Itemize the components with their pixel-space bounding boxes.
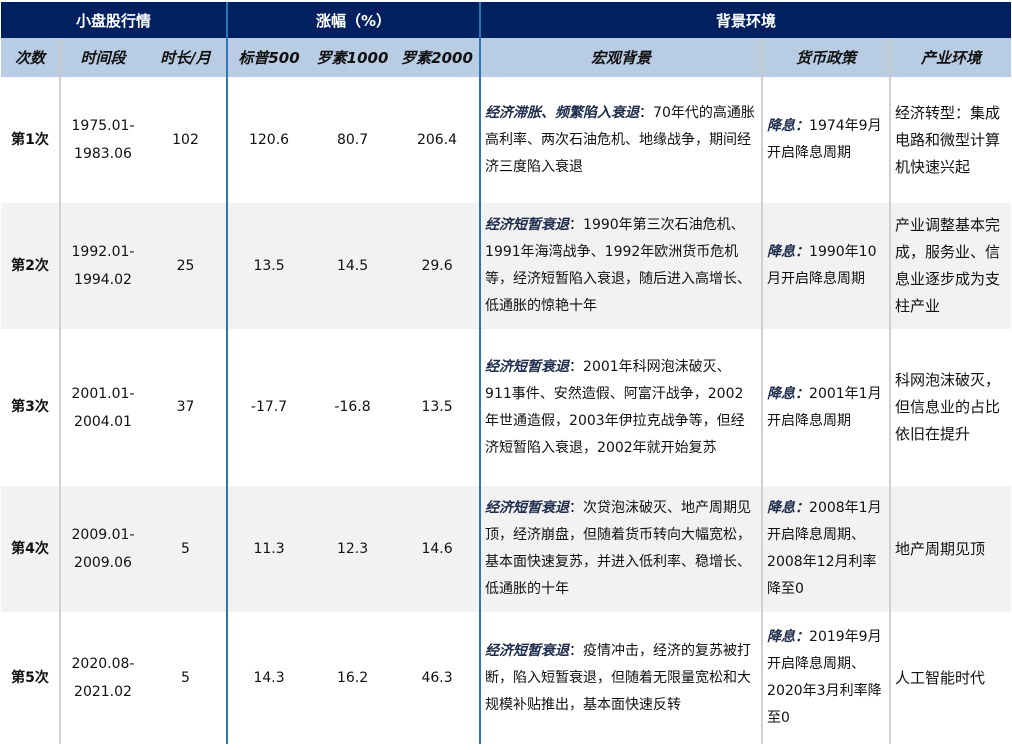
monetary-policy: 降息：1990年10月开启降息周期: [762, 203, 892, 329]
col-header: 罗素1000: [310, 38, 396, 77]
period: 2001.01- 2004.01: [71, 385, 135, 430]
col-header: 货币政策: [762, 38, 892, 77]
monetary-policy: 降息：1974年9月开启降息周期: [762, 77, 892, 203]
macro-text: ：疫情冲击，经济的复苏被打断，陷入短暂衰退，但随着无限量宽松和大规模补贴推出，基…: [485, 642, 752, 713]
duration-months: 25: [145, 203, 228, 329]
russell2000-gain: 13.5: [421, 399, 453, 415]
period: 1992.01- 1994.02: [60, 203, 145, 329]
duration-months: 37: [176, 399, 195, 415]
table-row: 第5次 2020.08- 2021.02 5 14.3 16.2 46.3 经济…: [1, 612, 1011, 744]
macro-text: ：1990年第三次石油危机、1991年海湾战争、1992年欧洲货币危机等，经济短…: [485, 217, 752, 314]
sp500-gain: -17.7: [226, 329, 311, 486]
policy-text: 1990年10月开启降息周期: [767, 244, 877, 287]
table-row: 第4次 2009.01- 2009.06 5 11.3 12.3 14.6 经济…: [1, 486, 1012, 612]
monetary-policy: 降息：2019年9月开启降息周期、2020年3月利率降至0: [762, 612, 892, 744]
macro-background: 经济短暂衰退：2001年科网泡沫破灭、911事件、安然造假、阿富汗战争，2002…: [479, 329, 764, 486]
macro-tag: 经济短暂衰退: [485, 358, 570, 375]
macro-tag: 经济短暂衰退: [485, 500, 570, 516]
russell1000-gain: 12.3: [310, 486, 396, 612]
sp500-gain: 120.6: [226, 77, 311, 203]
policy-text: 2019年9月开启降息周期、2020年3月利率降至0: [767, 629, 882, 726]
policy-tag: 降息：: [767, 244, 810, 260]
russell2000-gain: 206.4: [416, 131, 458, 148]
col-header: 罗素2000: [395, 38, 481, 77]
industry: 产业调整基本完成，服务业、信息业逐步成为支柱产业: [890, 203, 1012, 329]
policy-tag: 降息：: [767, 500, 810, 516]
col-header: 时长/月: [145, 38, 228, 77]
macro-tag: 经济短暂衰退: [485, 217, 570, 233]
macro-background: 经济短暂衰退：次贷泡沫破灭、地产周期见顶，经济崩盘，但随着货币转向大幅宽松，基本…: [479, 486, 764, 612]
col-header: 次数: [1, 38, 61, 77]
policy-text: 1974年9月开启降息周期: [767, 118, 882, 161]
sp500-gain: 14.3: [226, 612, 311, 744]
sp500-gain: 11.3: [226, 486, 311, 612]
policy-tag: 降息：: [767, 385, 810, 402]
industry: 人工智能时代: [895, 668, 986, 687]
policy-tag: 降息：: [767, 629, 810, 645]
policy-text: 2008年1月开启降息周期、2008年12月利率降至0: [767, 500, 882, 597]
period: 2020.08- 2021.02: [71, 656, 135, 700]
macro-tag: 经济滞胀、频繁陷入衰退: [485, 104, 640, 121]
industry: 经济转型：集成电路和微型计算机快速兴起: [895, 103, 1001, 176]
cycle-index: 第4次: [1, 486, 61, 612]
period: 2009.01- 2009.06: [60, 486, 145, 612]
table-row: 第2次 1992.01- 1994.02 25 13.5 14.5 29.6 经…: [1, 203, 1012, 329]
russell2000-gain: 14.6: [395, 486, 481, 612]
period: 1975.01- 1983.06: [71, 118, 135, 162]
cycle-index: 第2次: [1, 203, 61, 329]
russell2000-gain: 46.3: [421, 669, 453, 686]
industry: 地产周期见顶: [890, 486, 1012, 612]
duration-months: 5: [181, 669, 190, 686]
col-header: 时间段: [60, 38, 145, 77]
macro-text: ：次贷泡沫破灭、地产周期见顶，经济崩盘，但随着货币转向大幅宽松，基本面快速复苏，…: [485, 500, 752, 597]
group-header-gain: 涨幅（%）: [226, 2, 481, 38]
macro-background: 经济短暂衰退：1990年第三次石油危机、1991年海湾战争、1992年欧洲货币危…: [479, 203, 764, 329]
russell2000-gain: 29.6: [395, 203, 481, 329]
macro-tag: 经济短暂衰退: [485, 642, 570, 659]
industry: 科网泡沫破灭，但信息业的占比依旧在提升: [895, 371, 1001, 443]
macro-text: ：70年代的高通胀高利率、两次石油危机、地缘战争，期间经济三度陷入衰退: [485, 104, 755, 175]
col-header: 宏观背景: [479, 38, 764, 77]
table-row: 第1次 1975.01- 1983.06 102 120.6 80.7 206.…: [1, 77, 1011, 203]
cycle-index: 第5次: [1, 612, 61, 744]
russell1000-gain: 16.2: [336, 669, 369, 686]
cycle-index: 第3次: [1, 329, 61, 486]
duration-months: 5: [145, 486, 228, 612]
policy-text: 2001年1月开启降息周期: [767, 385, 882, 429]
group-header-small-cap: 小盘股行情: [1, 2, 228, 38]
russell1000-gain: 80.7: [336, 131, 369, 148]
macro-text: ：2001年科网泡沫破灭、911事件、安然造假、阿富汗战争，2002年世通造假，…: [485, 358, 745, 456]
duration-months: 102: [172, 131, 199, 148]
col-header: 产业环境: [890, 38, 1012, 77]
cycle-index: 第1次: [1, 77, 61, 203]
group-header-background: 背景环境: [479, 2, 1012, 38]
russell1000-gain: 14.5: [310, 203, 396, 329]
monetary-policy: 降息：2001年1月开启降息周期: [762, 329, 892, 486]
monetary-policy: 降息：2008年1月开启降息周期、2008年12月利率降至0: [762, 486, 892, 612]
table-row: 第3次 2001.01- 2004.01 37 -17.7 -16.8 13.5…: [1, 329, 1011, 486]
policy-tag: 降息：: [767, 118, 810, 134]
russell1000-gain: -16.8: [334, 399, 371, 415]
sp500-gain: 13.5: [226, 203, 311, 329]
macro-background: 经济滞胀、频繁陷入衰退：70年代的高通胀高利率、两次石油危机、地缘战争，期间经济…: [479, 77, 764, 203]
col-header: 标普500: [226, 38, 311, 77]
macro-background: 经济短暂衰退：疫情冲击，经济的复苏被打断，陷入短暂衰退，但随着无限量宽松和大规模…: [479, 612, 764, 744]
